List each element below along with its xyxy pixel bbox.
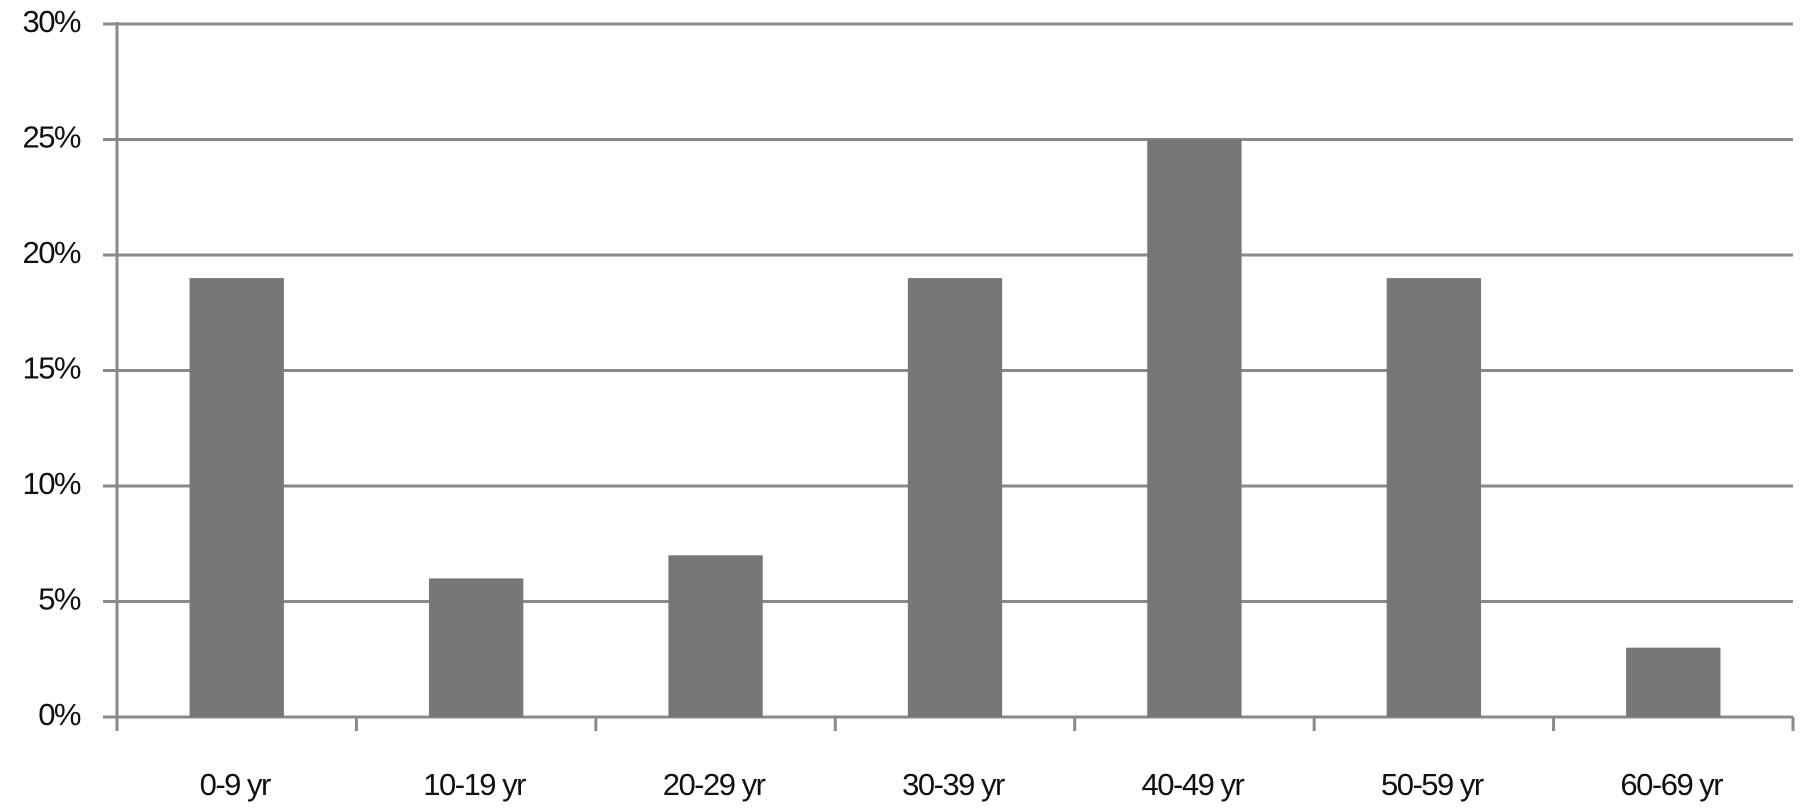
y-tick-label: 0% xyxy=(38,697,81,732)
bar xyxy=(428,578,524,717)
x-tick-label: 0-9 yr xyxy=(200,767,271,802)
x-tick-label: 40-49 yr xyxy=(1142,767,1245,802)
x-tick-label: 10-19 yr xyxy=(423,767,526,802)
y-tick-label: 15% xyxy=(22,351,80,386)
y-tick-label: 5% xyxy=(38,582,81,617)
x-tick-label: 50-59 yr xyxy=(1381,767,1484,802)
bar xyxy=(907,278,1003,717)
x-tick-label: 30-39 yr xyxy=(902,767,1005,802)
bar xyxy=(668,555,763,717)
y-tick-label: 20% xyxy=(22,235,80,270)
x-tick-label: 60-69 yr xyxy=(1620,767,1723,802)
y-tick-label: 30% xyxy=(22,4,80,39)
bar xyxy=(1626,647,1721,717)
bar xyxy=(1147,139,1242,717)
bar xyxy=(189,278,284,717)
y-tick-label: 10% xyxy=(22,466,80,501)
x-tick-label: 20-29 yr xyxy=(663,767,766,802)
bar xyxy=(1386,278,1482,717)
y-tick-label: 25% xyxy=(22,120,80,155)
